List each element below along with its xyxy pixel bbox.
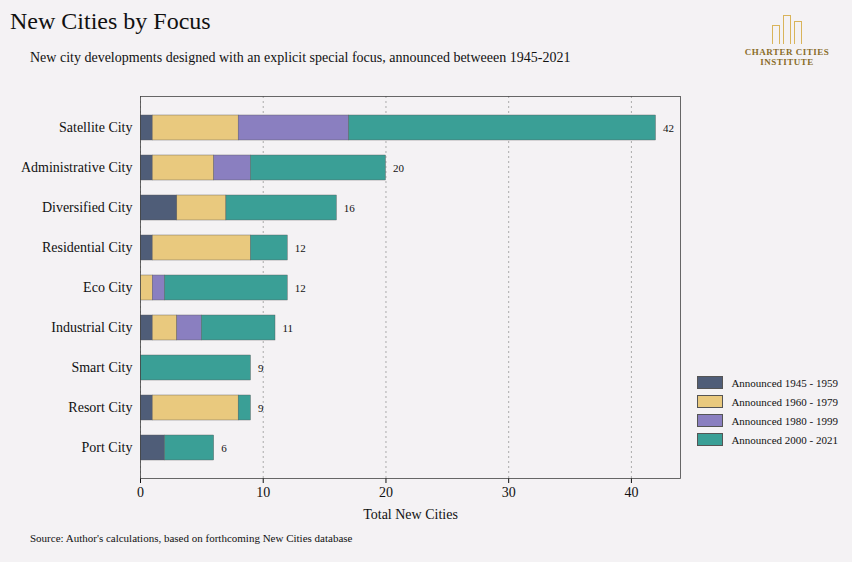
- svg-text:Industrial City: Industrial City: [51, 320, 132, 335]
- html-text:Announced 1960 - 1979: Announced 1960 - 1979: [731, 395, 838, 408]
- html-text:CHARTER CITIES INSTITUTE: CHARTER CITIES INSTITUTE: [744, 47, 830, 67]
- svg-text:Administrative City: Administrative City: [21, 160, 133, 175]
- svg-text:11: 11: [283, 322, 294, 334]
- svg-text:42: 42: [663, 122, 674, 134]
- svg-text:20: 20: [379, 485, 393, 500]
- svg-text:0: 0: [137, 485, 144, 500]
- svg-text:20: 20: [393, 162, 405, 174]
- svg-text:9: 9: [258, 362, 264, 374]
- svg-text:Diversified City: Diversified City: [42, 200, 133, 215]
- svg-text:Total New Cities: Total New Cities: [363, 507, 458, 522]
- html-text:Source: Author's calculations,: Source: Author's calculations, based on …: [30, 532, 353, 544]
- svg-text:9: 9: [258, 402, 264, 414]
- svg-text:Resort City: Resort City: [68, 400, 132, 415]
- html-text:New Cities by Focus: New Cities by Focus: [10, 8, 211, 34]
- html-text:Announced 2000 - 2021: Announced 2000 - 2021: [731, 433, 838, 446]
- svg-text:Smart City: Smart City: [71, 360, 132, 375]
- svg-text:40: 40: [624, 485, 638, 500]
- svg-text:30: 30: [502, 485, 516, 500]
- svg-text:16: 16: [344, 202, 356, 214]
- svg-text:12: 12: [295, 242, 306, 254]
- svg-text:Port City: Port City: [82, 440, 133, 455]
- svg-text:Residential City: Residential City: [42, 240, 133, 255]
- svg-text:Eco City: Eco City: [83, 280, 132, 295]
- html-text:Announced 1980 - 1999: Announced 1980 - 1999: [731, 414, 838, 427]
- svg-text:Satellite City: Satellite City: [59, 120, 133, 135]
- svg-text:10: 10: [256, 485, 270, 500]
- svg-text:6: 6: [221, 442, 227, 454]
- svg-text:12: 12: [295, 282, 306, 294]
- html-text:New city developments designed: New city developments designed with an e…: [30, 50, 571, 65]
- html-text:Announced 1945 - 1959: Announced 1945 - 1959: [731, 376, 838, 389]
